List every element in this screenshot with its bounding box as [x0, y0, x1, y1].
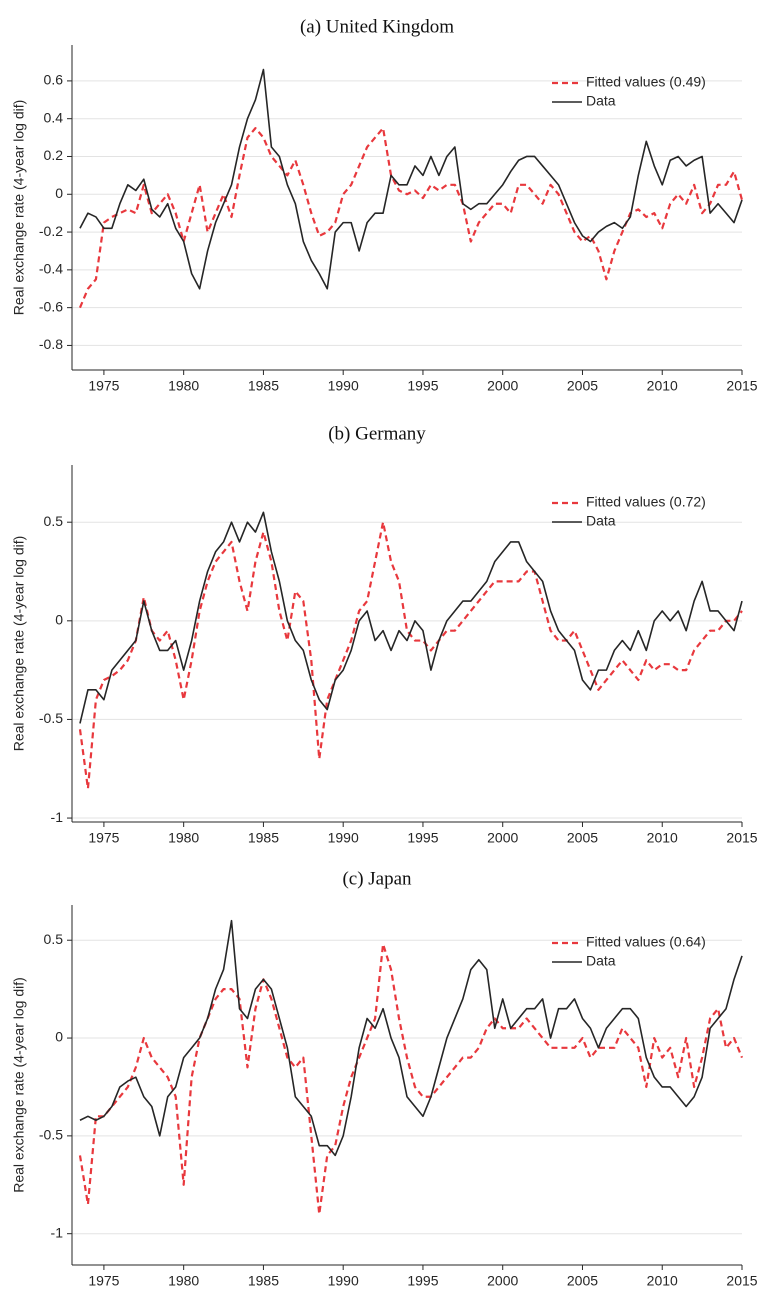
- x-tick-label: 2005: [567, 830, 598, 846]
- y-tick-label: 0: [55, 612, 63, 628]
- x-tick-label: 1975: [88, 1273, 119, 1289]
- x-tick-label: 2000: [487, 830, 518, 846]
- x-tick-label: 2010: [647, 830, 678, 846]
- y-axis-label: Real exchange rate (4-year log dif): [11, 536, 27, 752]
- legend-label: Data: [586, 513, 616, 529]
- y-tick-label: -1: [51, 1224, 64, 1240]
- x-tick-label: 1995: [407, 830, 438, 846]
- x-tick-label: 1990: [328, 1273, 359, 1289]
- x-tick-label: 1975: [88, 830, 119, 846]
- x-tick-label: 2015: [726, 1273, 757, 1289]
- x-tick-label: 2015: [726, 830, 757, 846]
- x-tick-label: 1990: [328, 830, 359, 846]
- x-tick-label: 2005: [567, 1273, 598, 1289]
- x-tick-label: 1990: [328, 378, 359, 394]
- legend-label: Data: [586, 93, 616, 109]
- series-line: [79, 68, 743, 290]
- y-axis-label: Real exchange rate (4-year log dif): [11, 100, 27, 316]
- panel-title: (b) Germany: [328, 423, 426, 444]
- legend-label: Fitted values (0.49): [586, 74, 706, 90]
- x-tick-label: 1985: [248, 830, 279, 846]
- y-tick-label: -0.2: [39, 223, 63, 239]
- y-tick-label: 0: [55, 185, 63, 201]
- panel-title: (c) Japan: [342, 868, 412, 889]
- y-tick-label: -0.5: [39, 1127, 63, 1143]
- x-tick-label: 2010: [647, 1273, 678, 1289]
- x-tick-label: 2015: [726, 378, 757, 394]
- y-tick-label: -0.5: [39, 710, 63, 726]
- y-tick-label: 0.6: [44, 72, 64, 88]
- x-tick-label: 1980: [168, 378, 199, 394]
- y-tick-label: 0.5: [44, 513, 64, 529]
- y-tick-label: -0.4: [39, 261, 63, 277]
- x-tick-label: 1975: [88, 378, 119, 394]
- y-tick-label: 0.5: [44, 931, 64, 947]
- series-line: [78, 943, 744, 1216]
- series-line: [78, 521, 743, 790]
- legend-label: Fitted values (0.64): [586, 934, 706, 950]
- x-tick-label: 1985: [248, 1273, 279, 1289]
- series-line: [79, 511, 743, 724]
- x-tick-label: 1980: [168, 830, 199, 846]
- y-tick-label: 0.2: [44, 147, 64, 163]
- y-axis-label: Real exchange rate (4-year log dif): [11, 977, 27, 1193]
- panel-title: (a) United Kingdom: [300, 16, 454, 37]
- legend-label: Fitted values (0.72): [586, 494, 706, 510]
- x-tick-label: 1995: [407, 1273, 438, 1289]
- x-tick-label: 2010: [647, 378, 678, 394]
- y-tick-label: 0: [55, 1029, 63, 1045]
- y-tick-label: -0.6: [39, 298, 63, 314]
- series-line: [79, 919, 743, 1157]
- x-tick-label: 1985: [248, 378, 279, 394]
- x-tick-label: 2005: [567, 378, 598, 394]
- y-tick-label: 0.4: [44, 109, 64, 125]
- y-tick-label: -0.8: [39, 336, 63, 352]
- y-tick-label: -1: [51, 809, 64, 825]
- x-tick-label: 2000: [487, 1273, 518, 1289]
- x-tick-label: 2000: [487, 378, 518, 394]
- legend-label: Data: [586, 953, 616, 969]
- x-tick-label: 1980: [168, 1273, 199, 1289]
- x-tick-label: 1995: [407, 378, 438, 394]
